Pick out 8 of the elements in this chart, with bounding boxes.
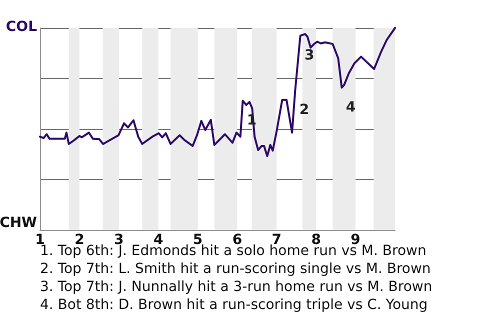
text: CHW [0,215,38,231]
text: COL [6,19,38,35]
text: 4. Bot 8th: D. Brown hit a run-scoring triple vs C. Young [40,297,428,313]
annotation: 3 [304,48,314,64]
text: 3. Top 7th: J. Nunnally hit a 3-run home run vs M. Brown [40,279,432,295]
annotation: 4 [346,100,356,116]
annotation: 2 [299,102,310,118]
text: 2. Top 7th: L. Smith hit a run-scoring single vs M. Brown [40,261,431,277]
